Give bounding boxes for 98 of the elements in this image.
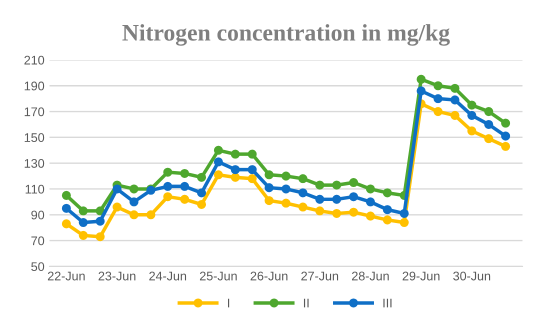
point: [332, 194, 342, 204]
point: [78, 230, 88, 240]
point: [416, 86, 426, 96]
point: [382, 215, 392, 224]
y-tick-label: 210: [24, 56, 44, 65]
point: [163, 182, 172, 191]
point: [112, 184, 122, 194]
point: [467, 126, 476, 136]
point: [62, 219, 71, 228]
point: [96, 216, 105, 226]
point: [467, 100, 476, 110]
point: [197, 200, 206, 209]
y-tick-label: 70: [31, 236, 44, 246]
point: [366, 212, 375, 221]
point: [264, 183, 274, 192]
point: [382, 205, 392, 214]
point: [315, 194, 324, 204]
point: [78, 206, 88, 216]
y-tick-label: 150: [24, 133, 44, 142]
point: [349, 208, 358, 217]
legend-label: II: [304, 298, 309, 308]
point: [434, 94, 443, 104]
point: [180, 194, 190, 204]
point: [129, 197, 138, 206]
point: [298, 174, 308, 184]
y-tick-label: 190: [24, 82, 44, 90]
point: [298, 188, 308, 198]
point: [501, 118, 510, 128]
point: [349, 178, 358, 188]
x-tick-label: 27-Jun: [301, 272, 338, 280]
point: [332, 180, 342, 190]
point: [400, 208, 409, 218]
point: [434, 81, 443, 90]
y-tick-label: 170: [24, 107, 44, 116]
point: [129, 210, 138, 220]
point: [281, 172, 291, 181]
point: [197, 188, 206, 198]
point: [484, 107, 494, 116]
point: [400, 218, 409, 228]
point: [450, 84, 460, 93]
point: [230, 165, 240, 174]
legend-label: I: [228, 298, 230, 308]
point: [248, 174, 257, 184]
point: [298, 202, 308, 212]
point: [484, 120, 494, 129]
y-tick-label: 110: [26, 184, 44, 194]
x-tick-label: 30-Jun: [453, 272, 490, 280]
x-tick-label: 28-Jun: [352, 272, 389, 280]
point: [129, 184, 138, 194]
point: [214, 146, 223, 155]
point: [78, 218, 88, 228]
point: [366, 184, 375, 194]
point: [180, 168, 190, 178]
y-tick-label: 90: [31, 210, 44, 220]
point: [62, 204, 71, 213]
x-tick-label: 22-Jun: [48, 272, 85, 280]
point: [501, 132, 510, 141]
point: [315, 180, 324, 190]
point: [281, 198, 291, 208]
point: [315, 206, 324, 216]
legend-label: III: [383, 298, 392, 308]
point: [450, 95, 460, 104]
point: [96, 206, 105, 216]
point: [197, 172, 206, 182]
point: [501, 142, 510, 151]
point: [264, 170, 274, 180]
x-tick-label: 26-Jun: [250, 272, 288, 280]
x-tick-label: 24-Jun: [149, 272, 186, 280]
point: [416, 74, 426, 84]
point: [434, 107, 443, 116]
point: [146, 210, 156, 220]
x-tick-label: 29-Jun: [402, 272, 440, 280]
point: [484, 134, 494, 144]
point: [382, 188, 392, 198]
point: [366, 197, 375, 206]
point: [62, 190, 71, 200]
point: [163, 192, 172, 202]
point: [248, 165, 257, 174]
x-tick-label: 23-Jun: [98, 272, 136, 280]
point: [96, 232, 105, 242]
point: [281, 184, 291, 194]
y-tick-label: 130: [24, 158, 44, 168]
point: [264, 196, 274, 206]
y-tick-label: 50: [31, 262, 44, 272]
point: [214, 170, 223, 180]
point: [450, 110, 460, 120]
point: [349, 192, 358, 202]
point: [180, 182, 190, 191]
point: [248, 150, 257, 159]
point: [230, 172, 240, 182]
chart-title: Nitrogen concentration in mg/kg: [122, 24, 450, 46]
x-tick-label: 25-Jun: [200, 272, 237, 280]
point: [332, 208, 342, 218]
point: [112, 202, 122, 212]
point: [214, 157, 223, 166]
point: [163, 168, 172, 177]
point: [230, 150, 240, 159]
point: [467, 110, 476, 120]
